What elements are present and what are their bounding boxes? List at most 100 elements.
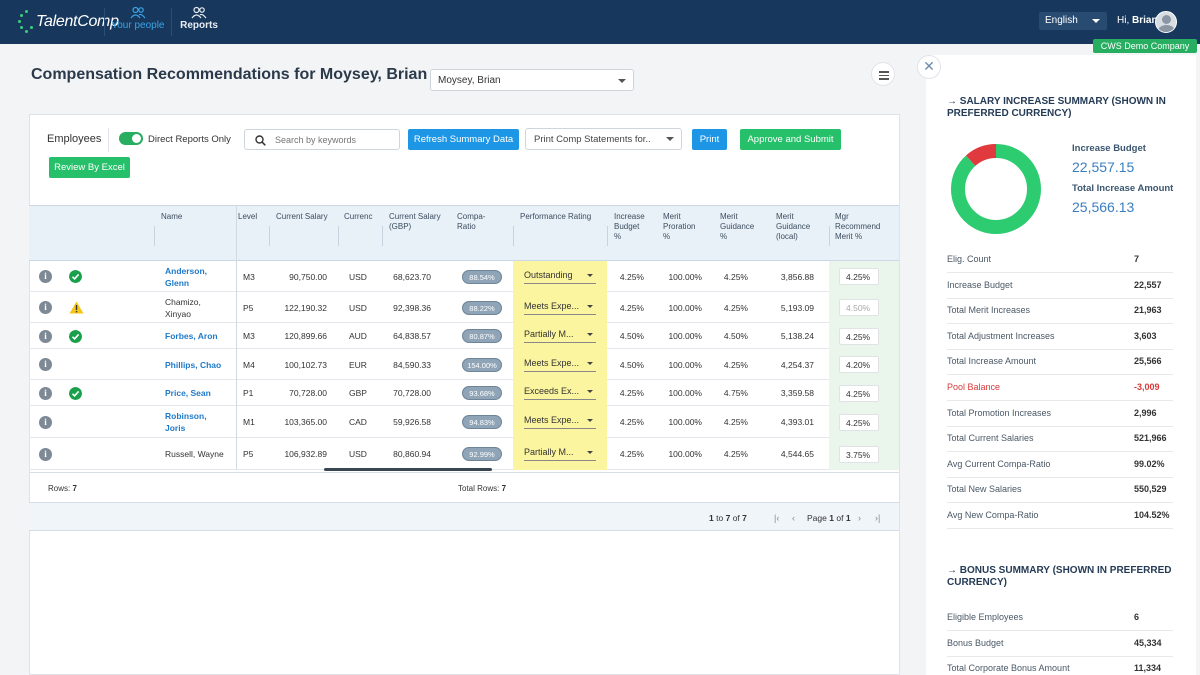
col-name[interactable]: Name bbox=[161, 212, 183, 221]
col-merit-guidance-local[interactable]: Merit Guidance (local) bbox=[776, 212, 811, 241]
col-compa-ratio[interactable]: Compa- Ratio bbox=[457, 212, 486, 231]
info-icon[interactable]: i bbox=[39, 270, 52, 283]
company-badge[interactable]: CWS Demo Company bbox=[1093, 39, 1197, 53]
merit-guidance-cell: 4.25% bbox=[723, 449, 748, 459]
col-level[interactable]: Level bbox=[238, 212, 258, 221]
col-merit-proration[interactable]: Merit Proration% bbox=[663, 212, 696, 241]
salary-cell: 90,750.00 bbox=[289, 271, 327, 282]
col-performance[interactable]: Performance Rating bbox=[520, 212, 592, 221]
employee-select[interactable]: Moysey, Brian bbox=[430, 69, 634, 91]
table-row[interactable] bbox=[29, 380, 899, 406]
avatar[interactable] bbox=[1155, 11, 1177, 33]
stat-label: Eligible Employees bbox=[947, 612, 1024, 622]
horizontal-scrollbar[interactable] bbox=[324, 468, 492, 471]
increase-budget-cell: 4.25% bbox=[619, 417, 644, 427]
table-row[interactable] bbox=[29, 261, 899, 292]
logo-text: TalentComp bbox=[36, 13, 119, 30]
salary-gbp-cell: 59,926.58 bbox=[393, 417, 431, 427]
print-button[interactable]: Print bbox=[692, 129, 727, 150]
stat-row: Total Increase Amount 25,566 bbox=[947, 350, 1173, 376]
pagination-range: 1 to 7 of 7 bbox=[709, 513, 747, 523]
reports-icon bbox=[191, 6, 207, 19]
stat-value: 6 bbox=[1134, 612, 1140, 622]
col-increase-budget[interactable]: Increase Budget% bbox=[614, 212, 645, 241]
info-icon[interactable]: i bbox=[39, 329, 52, 343]
mgr-merit-input[interactable]: 3.75% bbox=[839, 445, 879, 463]
table-row[interactable] bbox=[29, 406, 899, 438]
chevron-down-icon bbox=[587, 273, 593, 277]
table-row[interactable] bbox=[29, 323, 899, 349]
stat-row: Bonus Budget 45,334 bbox=[947, 632, 1173, 657]
direct-reports-label: Direct Reports Only bbox=[148, 134, 231, 145]
performance-rating-select[interactable]: Meets Expe... bbox=[524, 415, 596, 429]
info-icon[interactable]: i bbox=[39, 301, 52, 314]
increase-budget-label: Increase Budget bbox=[1072, 143, 1146, 154]
increase-budget-value: 22,557.15 bbox=[1072, 159, 1135, 175]
employee-name[interactable]: Forbes, Aron bbox=[165, 331, 218, 341]
performance-rating-select[interactable]: Outstanding bbox=[524, 270, 596, 284]
table-row[interactable] bbox=[29, 292, 899, 323]
nav-your-people[interactable]: Your people bbox=[110, 6, 166, 31]
col-merit-guidance[interactable]: Merit Guidance% bbox=[720, 212, 755, 241]
salary-gbp-cell: 68,623.70 bbox=[393, 271, 431, 282]
col-salary[interactable]: Current Salary bbox=[276, 212, 328, 221]
salary-gbp-cell: 92,398.36 bbox=[393, 302, 431, 313]
performance-rating-select[interactable]: Exceeds Ex... bbox=[524, 386, 596, 400]
language-select[interactable]: English bbox=[1039, 12, 1107, 30]
mgr-merit-input[interactable]: 4.25% bbox=[839, 327, 879, 345]
mgr-merit-input[interactable]: 4.20% bbox=[839, 356, 879, 373]
review-excel-button[interactable]: Review By Excel bbox=[49, 157, 130, 178]
increase-budget-cell: 4.25% bbox=[619, 302, 644, 313]
table-row[interactable] bbox=[29, 349, 899, 380]
refresh-summary-button[interactable]: Refresh Summary Data bbox=[408, 129, 519, 150]
prev-page-icon[interactable]: ‹ bbox=[792, 513, 795, 523]
salary-cell: 70,728.00 bbox=[289, 388, 327, 398]
col-mgr-recommend[interactable]: Mgr Recommend Merit % bbox=[835, 212, 881, 241]
mgr-merit-input[interactable]: 4.25% bbox=[839, 384, 879, 402]
employee-name[interactable]: Anderson, Glenn bbox=[165, 265, 208, 288]
search-box[interactable] bbox=[244, 129, 400, 150]
employee-name[interactable]: Phillips, Chao bbox=[165, 359, 222, 370]
performance-rating-select[interactable]: Meets Expe... bbox=[524, 301, 596, 315]
level-cell: P1 bbox=[243, 388, 254, 398]
merit-proration-cell: 100.00% bbox=[668, 359, 702, 370]
level-cell: M4 bbox=[243, 359, 255, 370]
col-currency[interactable]: Currenc bbox=[344, 212, 373, 221]
merit-proration-cell: 100.00% bbox=[668, 271, 702, 282]
mgr-merit-input[interactable]: 4.25% bbox=[839, 268, 879, 285]
mgr-merit-input[interactable]: 4.50% bbox=[839, 299, 879, 316]
salary-summary-title: → SALARY INCREASE SUMMARY (SHOWN IN PREF… bbox=[947, 96, 1166, 119]
arrow-right-icon: → bbox=[947, 565, 960, 576]
employee-name[interactable]: Robinson, Joris bbox=[165, 411, 207, 433]
close-panel-button[interactable]: ✕ bbox=[917, 55, 941, 79]
salary-cell: 106,932.89 bbox=[284, 449, 327, 459]
talentcomp-logo[interactable]: TalentComp bbox=[18, 8, 119, 36]
info-icon[interactable]: i bbox=[39, 358, 52, 371]
budget-donut-chart bbox=[951, 144, 1041, 234]
last-page-icon[interactable]: ›| bbox=[875, 513, 881, 523]
menu-button[interactable] bbox=[871, 62, 895, 86]
approve-submit-button[interactable]: Approve and Submit bbox=[740, 129, 841, 150]
page-title: Compensation Recommendations for Moysey,… bbox=[31, 66, 428, 83]
stat-label: Total Current Salaries bbox=[947, 433, 1034, 444]
info-icon[interactable]: i bbox=[39, 386, 52, 400]
merit-guidance-cell: 4.25% bbox=[723, 417, 748, 427]
print-statements-select[interactable]: Print Comp Statements for.. bbox=[525, 128, 682, 150]
info-icon[interactable]: i bbox=[39, 415, 52, 429]
performance-rating-select[interactable]: Meets Expe... bbox=[524, 358, 596, 372]
search-input[interactable] bbox=[275, 133, 395, 147]
currency-cell: CAD bbox=[349, 417, 367, 427]
compa-ratio-pill: 94.83% bbox=[462, 415, 502, 429]
next-page-icon[interactable]: › bbox=[858, 513, 861, 523]
performance-rating-select[interactable]: Partially M... bbox=[524, 447, 596, 461]
info-icon[interactable]: i bbox=[39, 447, 52, 461]
mgr-merit-input[interactable]: 4.25% bbox=[839, 413, 879, 431]
employee-name[interactable]: Price, Sean bbox=[165, 388, 211, 398]
nav-reports[interactable]: Reports bbox=[176, 6, 222, 31]
direct-reports-toggle[interactable] bbox=[119, 132, 143, 145]
stat-value: 104.52% bbox=[1134, 510, 1170, 520]
col-salary-gbp[interactable]: Current Salary (GBP) bbox=[389, 212, 441, 231]
performance-rating-select[interactable]: Partially M... bbox=[524, 329, 596, 343]
compa-ratio-pill: 93.68% bbox=[462, 386, 502, 400]
first-page-icon[interactable]: |‹ bbox=[774, 513, 780, 523]
